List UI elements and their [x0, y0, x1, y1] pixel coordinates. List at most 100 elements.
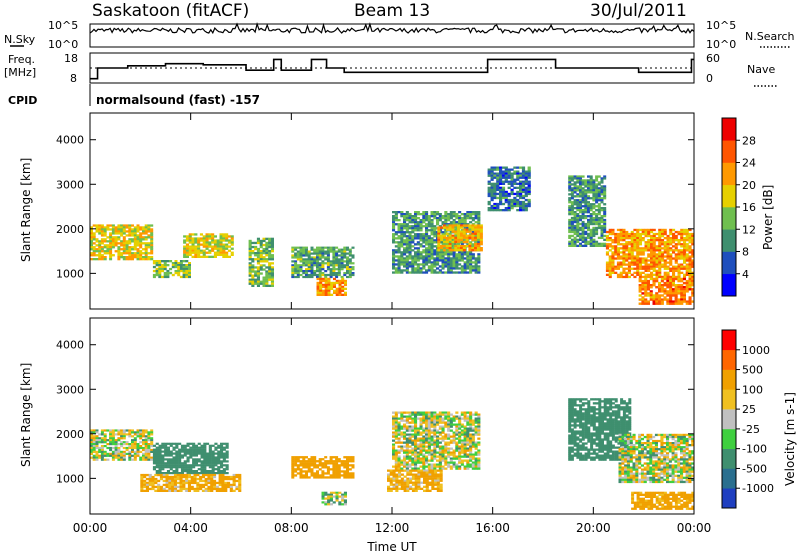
- velocity-cell: [414, 431, 418, 434]
- power-cell: [422, 265, 426, 268]
- power-cell: [225, 239, 229, 242]
- power-cell: [647, 263, 651, 266]
- power-cell: [576, 240, 580, 243]
- power-cell: [638, 286, 642, 289]
- power-cell: [603, 175, 607, 178]
- velocity-cell: [100, 439, 104, 442]
- velocity-cell: [394, 433, 398, 436]
- power-cell: [652, 253, 656, 256]
- power-cell: [408, 243, 412, 246]
- power-cell: [608, 243, 612, 246]
- power-cell: [600, 242, 604, 245]
- velocity-cell: [400, 449, 404, 452]
- power-cell: [669, 255, 673, 258]
- power-cell: [680, 284, 684, 287]
- velocity-cell: [109, 437, 113, 440]
- power-cell: [433, 263, 437, 266]
- power-cell: [95, 254, 99, 257]
- power-cell: [595, 218, 599, 222]
- velocity-cell: [416, 447, 420, 450]
- power-cell: [460, 251, 464, 254]
- power-cell: [469, 269, 473, 272]
- power-cell: [449, 211, 453, 214]
- power-cell: [496, 184, 500, 187]
- power-cell: [683, 228, 687, 232]
- power-cell: [444, 259, 448, 262]
- power-cell: [150, 258, 154, 261]
- velocity-cell: [214, 446, 218, 449]
- power-cell: [476, 249, 480, 252]
- velocity-cell: [221, 485, 225, 489]
- power-cell: [455, 265, 459, 268]
- power-cell: [647, 243, 651, 246]
- power-cell: [307, 270, 311, 273]
- velocity-cell: [422, 411, 426, 414]
- power-cell: [191, 239, 195, 242]
- power-cell: [655, 245, 659, 248]
- velocity-cell: [183, 452, 187, 455]
- power-cell: [614, 241, 618, 244]
- power-cell: [430, 211, 434, 214]
- power-cell: [268, 266, 272, 269]
- power-cell: [302, 258, 306, 261]
- velocity-cell: [100, 456, 104, 459]
- velocity-cell: [411, 467, 415, 470]
- power-cell: [316, 293, 320, 296]
- power-cell: [117, 256, 121, 259]
- velocity-cell: [109, 454, 113, 457]
- power-cell: [507, 194, 511, 198]
- power-cell: [222, 255, 226, 258]
- power-cell: [469, 257, 473, 260]
- power-cell: [394, 259, 398, 262]
- power-cell: [441, 251, 445, 254]
- velocity-cell: [155, 442, 159, 445]
- power-cell: [425, 223, 429, 226]
- power-cell: [683, 251, 687, 254]
- power-cell: [351, 266, 355, 269]
- power-cell: [669, 263, 673, 266]
- velocity-cell: [90, 445, 93, 448]
- power-cell: [332, 264, 336, 267]
- power-cell: [504, 194, 508, 198]
- power-cell: [430, 233, 434, 236]
- power-cell: [216, 253, 220, 256]
- power-cell: [324, 287, 328, 290]
- power-cell: [254, 247, 258, 251]
- power-cell: [688, 298, 692, 301]
- velocity-cell: [172, 472, 176, 475]
- velocity-cell: [173, 483, 177, 487]
- power-cell: [682, 294, 686, 297]
- power-cell: [448, 249, 452, 252]
- power-cell: [447, 259, 451, 262]
- power-cell: [259, 266, 263, 269]
- power-cell: [408, 253, 412, 256]
- velocity-cell: [144, 429, 148, 432]
- power-cell: [641, 237, 645, 240]
- power-cell: [416, 229, 420, 232]
- power-cell: [430, 213, 434, 216]
- velocity-cell: [425, 415, 429, 418]
- power-cell: [90, 236, 93, 239]
- power-cell: [144, 242, 148, 245]
- power-cell: [477, 217, 481, 220]
- power-cell: [185, 247, 189, 250]
- velocity-cell: [187, 489, 191, 492]
- velocity-cell: [299, 460, 303, 463]
- power-cell: [136, 236, 140, 239]
- power-cell: [197, 255, 201, 258]
- power-cell: [680, 253, 684, 256]
- power-cell: [584, 211, 588, 214]
- velocity-cell: [114, 446, 118, 450]
- power-cell: [641, 298, 645, 301]
- velocity-cell: [114, 454, 118, 457]
- power-cell: [405, 223, 409, 226]
- power-cell: [340, 266, 344, 269]
- power-cell: [100, 256, 104, 259]
- velocity-cell: [217, 466, 221, 469]
- power-cell: [630, 263, 634, 266]
- velocity-cell: [414, 411, 418, 414]
- power-cell: [117, 242, 121, 245]
- velocity-cell: [343, 462, 347, 465]
- velocity-cell: [169, 462, 173, 465]
- power-cell: [351, 273, 355, 277]
